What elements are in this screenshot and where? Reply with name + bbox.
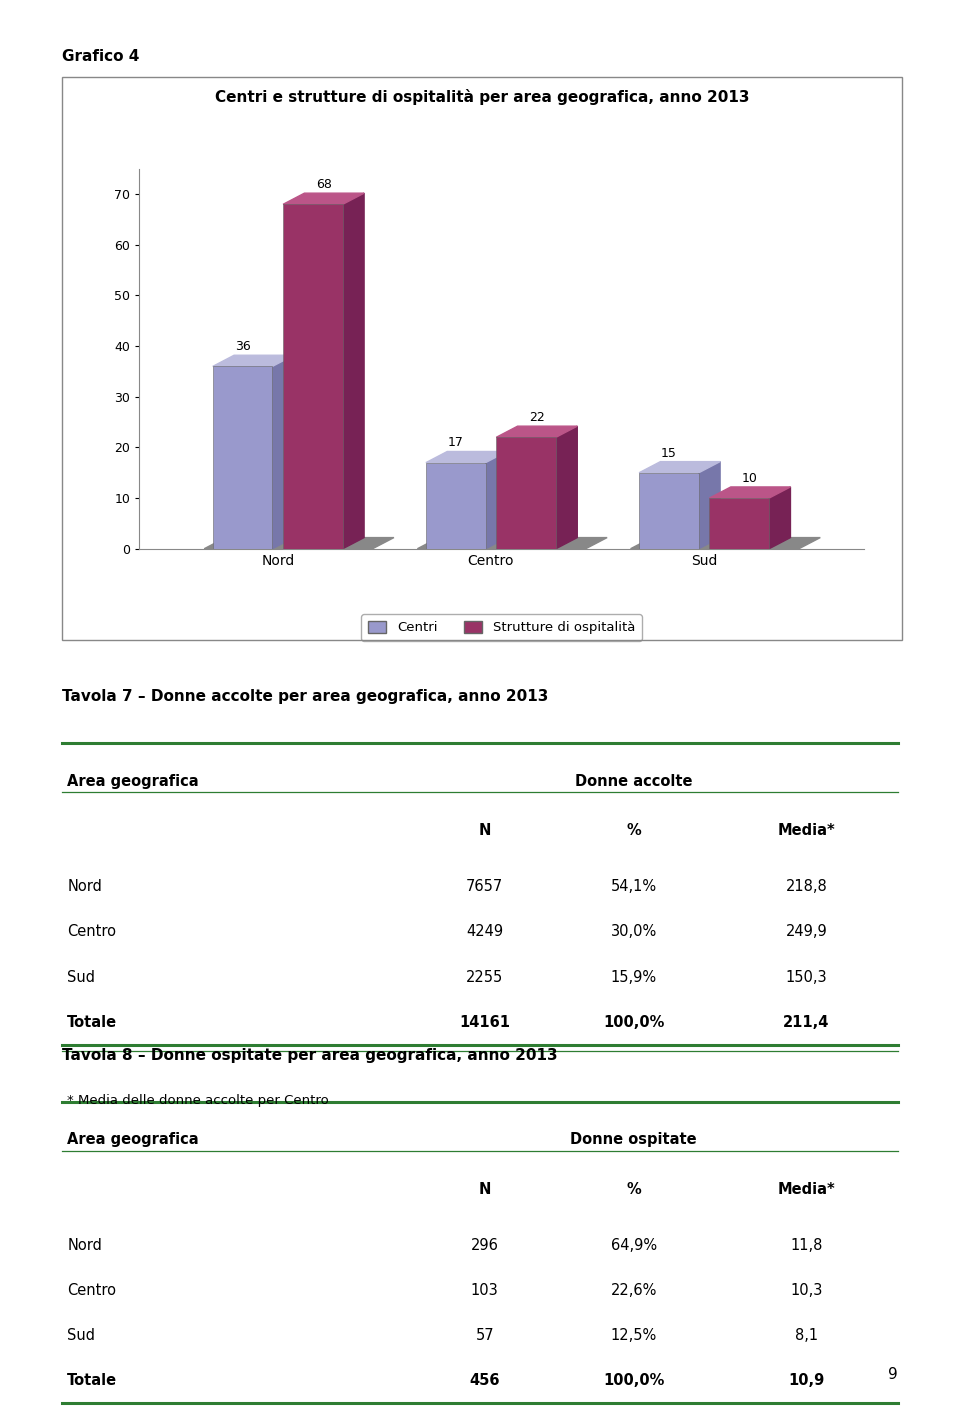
Text: 211,4: 211,4 xyxy=(783,1014,829,1030)
Text: 10: 10 xyxy=(742,471,757,485)
Polygon shape xyxy=(283,193,364,204)
Text: 8,1: 8,1 xyxy=(795,1328,818,1344)
Text: Media*: Media* xyxy=(778,823,835,839)
Text: Nord: Nord xyxy=(67,879,102,895)
Bar xyxy=(213,366,273,549)
Polygon shape xyxy=(426,452,507,463)
Text: N: N xyxy=(479,1182,491,1197)
Text: 64,9%: 64,9% xyxy=(611,1238,657,1254)
Text: 218,8: 218,8 xyxy=(785,879,828,895)
Text: 11,8: 11,8 xyxy=(790,1238,823,1254)
Polygon shape xyxy=(486,452,507,549)
Polygon shape xyxy=(556,426,577,549)
Polygon shape xyxy=(204,537,394,549)
Text: 249,9: 249,9 xyxy=(785,924,828,940)
Text: 17: 17 xyxy=(447,436,464,449)
Text: Sud: Sud xyxy=(67,1328,95,1344)
Text: 12,5%: 12,5% xyxy=(611,1328,657,1344)
Text: Tavola 7 – Donne accolte per area geografica, anno 2013: Tavola 7 – Donne accolte per area geogra… xyxy=(62,689,549,705)
Text: 15,9%: 15,9% xyxy=(611,969,657,985)
Bar xyxy=(709,498,769,549)
Text: 9: 9 xyxy=(888,1366,898,1382)
Text: Nord: Nord xyxy=(67,1238,102,1254)
Text: Totale: Totale xyxy=(67,1014,117,1030)
Polygon shape xyxy=(213,355,294,366)
Text: 150,3: 150,3 xyxy=(785,969,828,985)
Bar xyxy=(496,438,556,549)
Text: %: % xyxy=(626,823,641,839)
Text: 68: 68 xyxy=(316,179,331,191)
Text: Centro: Centro xyxy=(67,924,116,940)
Text: Tavola 8 – Donne ospitate per area geografica, anno 2013: Tavola 8 – Donne ospitate per area geogr… xyxy=(62,1048,558,1064)
Text: Donne accolte: Donne accolte xyxy=(575,774,692,789)
Text: 2255: 2255 xyxy=(467,969,503,985)
Text: 10,9: 10,9 xyxy=(788,1373,825,1389)
Text: 4249: 4249 xyxy=(467,924,503,940)
Polygon shape xyxy=(631,537,820,549)
Text: Donne ospitate: Donne ospitate xyxy=(570,1133,697,1148)
Text: Grafico 4: Grafico 4 xyxy=(62,49,140,65)
Text: 30,0%: 30,0% xyxy=(611,924,657,940)
Polygon shape xyxy=(273,355,294,549)
Text: 22: 22 xyxy=(529,411,544,424)
Polygon shape xyxy=(769,487,790,549)
Legend: Centri, Strutture di ospitalità: Centri, Strutture di ospitalità xyxy=(361,615,642,642)
Polygon shape xyxy=(343,193,364,549)
Text: 57: 57 xyxy=(475,1328,494,1344)
Text: %: % xyxy=(626,1182,641,1197)
Text: 36: 36 xyxy=(234,340,251,353)
Text: Totale: Totale xyxy=(67,1373,117,1389)
Text: 100,0%: 100,0% xyxy=(603,1014,664,1030)
Bar xyxy=(639,473,699,549)
Text: N: N xyxy=(479,823,491,839)
Text: Area geografica: Area geografica xyxy=(67,774,199,789)
Text: 296: 296 xyxy=(470,1238,499,1254)
Text: 456: 456 xyxy=(469,1373,500,1389)
Text: Sud: Sud xyxy=(67,969,95,985)
Text: 10,3: 10,3 xyxy=(790,1283,823,1299)
Text: Area geografica: Area geografica xyxy=(67,1133,199,1148)
Polygon shape xyxy=(699,461,720,549)
Polygon shape xyxy=(639,461,720,473)
Text: * Media delle donne accolte per Centro: * Media delle donne accolte per Centro xyxy=(67,1095,329,1107)
Text: 22,6%: 22,6% xyxy=(611,1283,657,1299)
Text: 54,1%: 54,1% xyxy=(611,879,657,895)
Text: 14161: 14161 xyxy=(459,1014,511,1030)
Text: 15: 15 xyxy=(661,446,677,460)
Polygon shape xyxy=(418,537,607,549)
Polygon shape xyxy=(496,426,577,438)
Bar xyxy=(426,463,486,549)
Text: 7657: 7657 xyxy=(467,879,503,895)
Text: Centro: Centro xyxy=(67,1283,116,1299)
Text: Media*: Media* xyxy=(778,1182,835,1197)
Bar xyxy=(283,204,343,549)
Text: 100,0%: 100,0% xyxy=(603,1373,664,1389)
Text: Centri e strutture di ospitalità per area geografica, anno 2013: Centri e strutture di ospitalità per are… xyxy=(215,89,750,104)
Text: 103: 103 xyxy=(471,1283,498,1299)
Polygon shape xyxy=(709,487,790,498)
